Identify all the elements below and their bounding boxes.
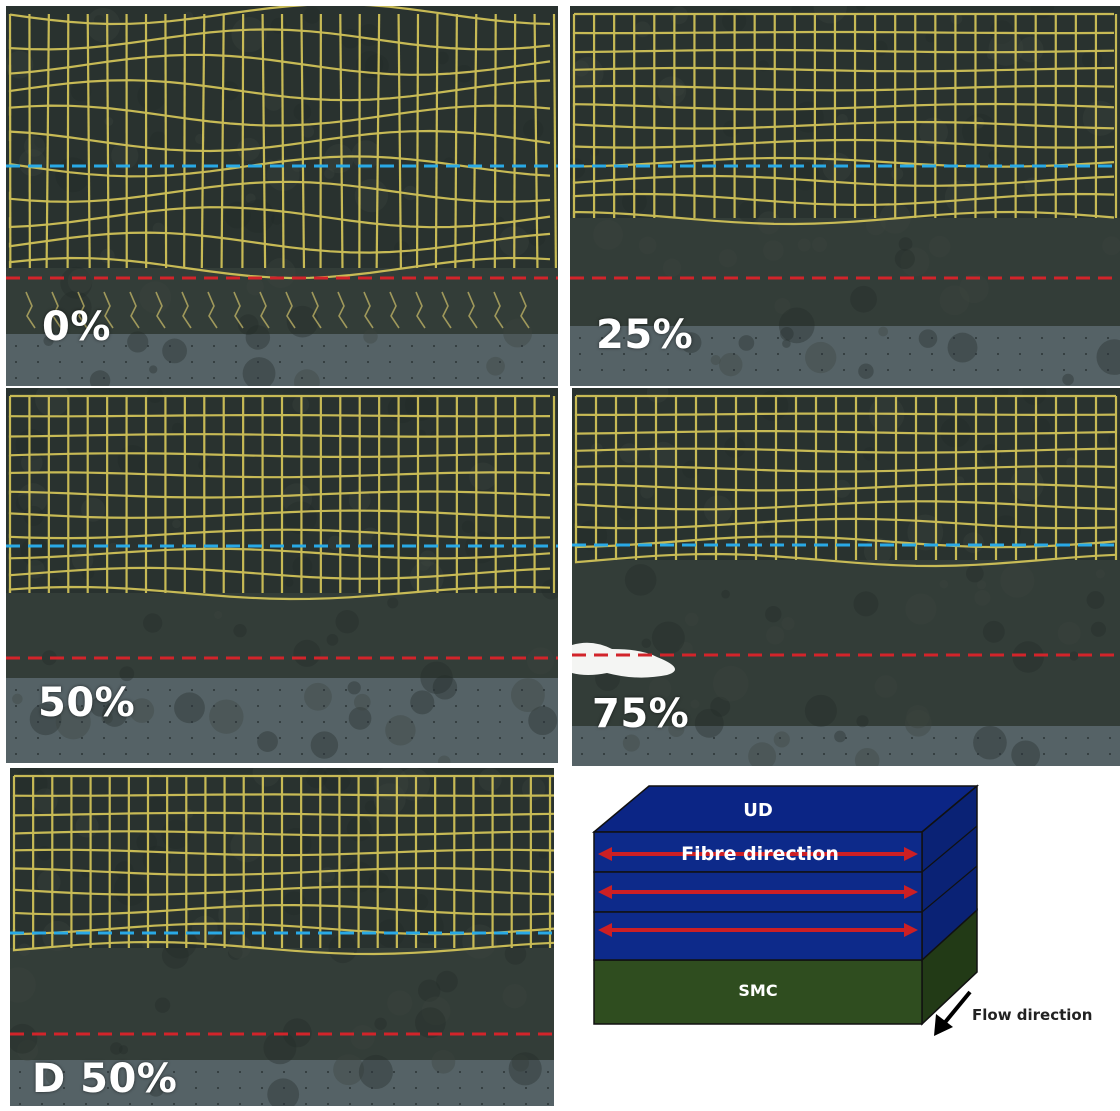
panel-25-percent: 25% (570, 6, 1120, 386)
ud-top-face (591, 785, 980, 833)
panel-label: 50% (38, 680, 136, 726)
panel-0-percent: 0% (6, 6, 558, 386)
panel-label: 0% (42, 304, 111, 350)
grid-photo (10, 768, 554, 1106)
grid-photo (6, 6, 558, 386)
smc-label: SMC (738, 981, 777, 1000)
panel-d-50-percent: D 50% (10, 768, 554, 1106)
grid-photo (572, 388, 1120, 766)
panel-label: D 50% (32, 1056, 178, 1102)
panel-label: 75% (592, 691, 690, 737)
panel-50-percent: 50% (6, 388, 558, 763)
grid-photo (570, 6, 1120, 386)
fibre-arrows (598, 847, 918, 937)
panel-label: 25% (596, 312, 694, 358)
fibre-direction-label: Fibre direction (681, 843, 839, 865)
grid-photo (6, 388, 558, 763)
ud-layer-3 (593, 911, 923, 961)
flow-arrow-icon (934, 990, 972, 1036)
layup-diagram: UD Fibre direction SMC Flow direction (591, 784, 1092, 1036)
flow-direction-label: Flow direction (972, 1006, 1092, 1024)
panel-75-percent: 75% (572, 388, 1120, 766)
ud-label: UD (743, 800, 773, 821)
smc-layer (593, 959, 923, 1025)
